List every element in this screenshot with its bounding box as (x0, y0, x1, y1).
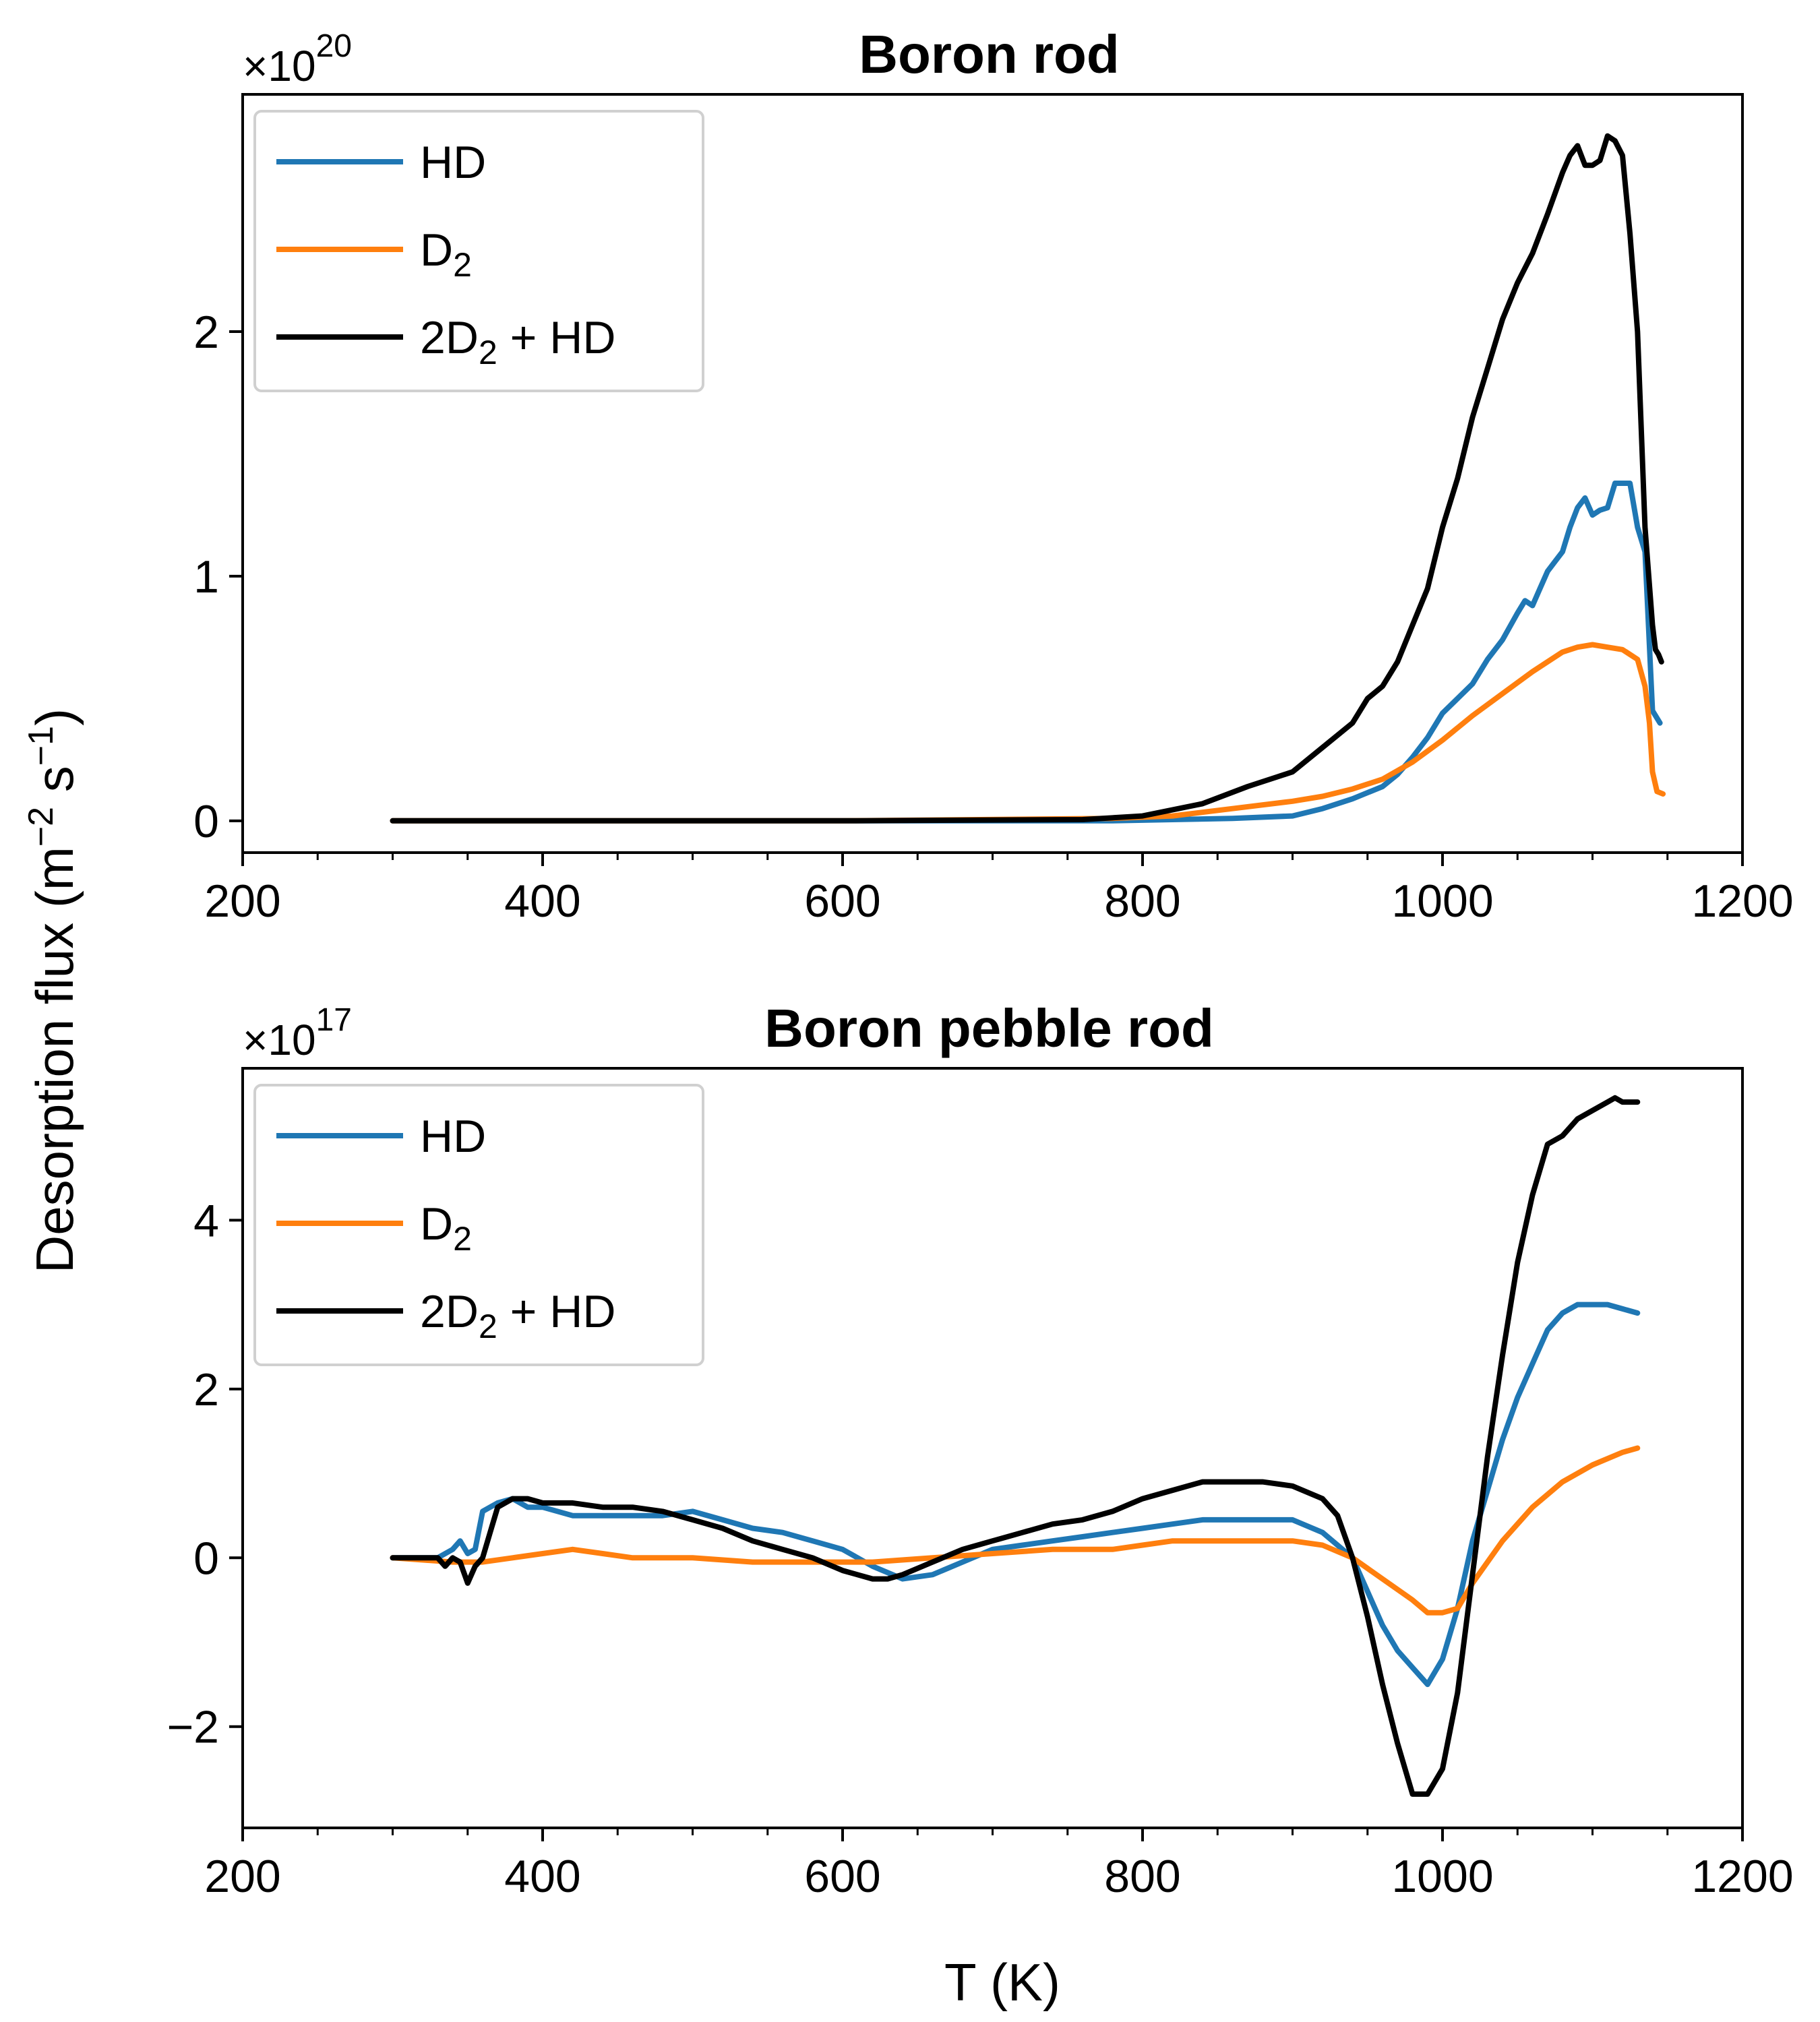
x-tick-label: 200 (204, 876, 280, 927)
legend-label-name: 2D (420, 312, 479, 363)
x-axis-label: T (K) (944, 1953, 1060, 2012)
y-tick-label: 0 (193, 796, 219, 847)
y-axis-label-mid: s (25, 766, 84, 807)
y-axis-label-end: ) (25, 708, 84, 726)
series-line-1 (390, 1301, 1641, 1688)
y-axis-label: Desorption flux (m−2 s−1) (22, 708, 84, 1273)
x-tick-label: 400 (504, 1851, 580, 1902)
series-line-3 (390, 133, 1664, 824)
legend-label-suffix: + HD (497, 312, 616, 363)
legend-label-name: 2D (420, 1286, 479, 1337)
offset-multiplier: ×1017 (243, 1002, 352, 1064)
y-tick-label: 0 (193, 1533, 219, 1584)
legend-box (253, 1084, 704, 1366)
legend-label-name: D (420, 224, 453, 276)
x-tick-label: 1200 (1691, 1851, 1793, 1902)
legend-label-subscript: 2 (453, 246, 472, 284)
legend-label-name: HD (420, 1111, 486, 1162)
legend-label-2: D2 (420, 1198, 472, 1258)
x-tick-label: 200 (204, 1851, 280, 1902)
y-tick-label: 2 (193, 1364, 219, 1415)
x-tick-label: 600 (804, 876, 880, 927)
series-line-2 (390, 642, 1666, 824)
y-tick-label: −2 (166, 1702, 219, 1753)
x-tick-label: 1000 (1391, 1851, 1493, 1902)
legend-label-name: HD (420, 137, 486, 188)
legend-label-1: HD (420, 1111, 486, 1162)
offset-multiplier: ×1020 (243, 28, 352, 90)
chart-panel-1: 200 400 600 800 1000 1200 0 1 2 Boron rod ×1020 HD D… (193, 24, 1793, 927)
chart-title: Boron pebble rod (764, 998, 1214, 1058)
legend-label-subscript: 2 (479, 1308, 497, 1345)
legend-label-3: 2D2 + HD (420, 1286, 615, 1345)
legend-label-name: D (420, 1198, 453, 1250)
offset-multiplier-base: ×10 (243, 42, 316, 90)
chart-title: Boron rod (859, 24, 1120, 84)
offset-multiplier-exp: 17 (316, 1002, 352, 1038)
legend-label-3: 2D2 + HD (420, 312, 615, 371)
chart-panel-2: 200 400 600 800 1000 1200 −2 0 2 4 Boron pebble ro… (166, 998, 1793, 1902)
x-tick-label: 800 (1104, 1851, 1180, 1902)
offset-multiplier-exp: 20 (316, 28, 352, 64)
x-tick-label: 1200 (1691, 876, 1793, 927)
y-axis-label-exp2: −1 (22, 726, 61, 766)
x-tick-label: 600 (804, 1851, 880, 1902)
y-axis-label-exp1: −2 (22, 807, 61, 847)
legend-label-2: D2 (420, 224, 472, 284)
x-tick-label: 800 (1104, 876, 1180, 927)
legend-label-suffix: + HD (497, 1286, 616, 1337)
legend-box (253, 110, 704, 392)
series-line-1 (390, 481, 1663, 824)
x-tick-label: 400 (504, 876, 580, 927)
legend-label-subscript: 2 (453, 1220, 472, 1258)
y-axis-label-main: Desorption flux (m (25, 847, 84, 1273)
x-tick-label: 1000 (1391, 876, 1493, 927)
y-tick-label: 2 (193, 307, 219, 358)
offset-multiplier-base: ×10 (243, 1016, 316, 1064)
series-line-3 (390, 1095, 1641, 1797)
legend-label-1: HD (420, 137, 486, 188)
y-tick-label: 1 (193, 551, 219, 603)
legend-label-subscript: 2 (479, 334, 497, 371)
y-tick-label: 4 (193, 1195, 219, 1246)
